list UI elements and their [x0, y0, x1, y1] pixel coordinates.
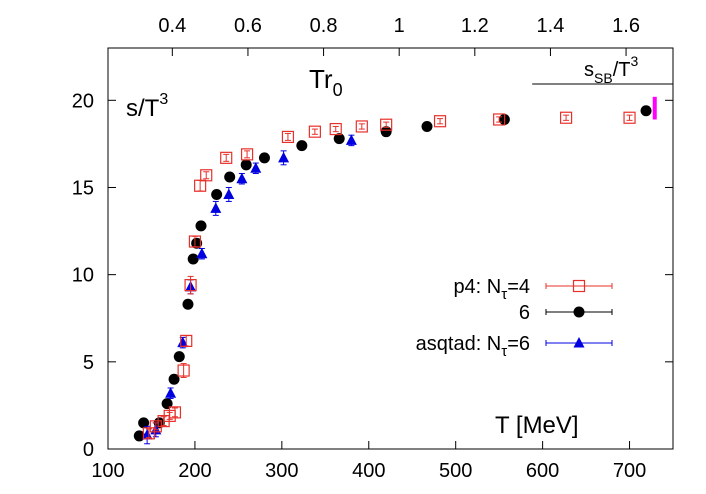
data-point	[138, 417, 150, 429]
x-axis: 100 200 300 400 500 600 700	[91, 441, 646, 482]
top-tick-label: 0.6	[234, 15, 262, 37]
legend-label: asqtad: Nτ=6	[416, 333, 530, 360]
top-tick-label: 1.6	[612, 15, 640, 37]
plot-frame	[107, 47, 674, 450]
sb-limit-label: sSB/T3	[584, 53, 638, 86]
top-axis: 0.4 0.6 0.8 1 1.2 1.4 1.6	[158, 15, 640, 56]
legend-marker	[573, 337, 585, 348]
data-point	[196, 247, 208, 259]
data-point	[177, 364, 190, 377]
data-point	[210, 202, 222, 213]
x-tick-label: 400	[352, 460, 385, 482]
x-tick-label: 300	[265, 460, 298, 482]
data-point	[142, 427, 155, 440]
data-point	[559, 111, 573, 124]
data-point	[191, 237, 203, 249]
y-tick-label: 10	[72, 265, 94, 287]
top-tick-label: 0.8	[310, 15, 338, 37]
data-point	[250, 162, 262, 173]
data-point	[161, 398, 173, 410]
top-tick-label: 1.4	[537, 15, 565, 37]
data-point	[180, 334, 193, 348]
data-point	[200, 169, 213, 182]
legend-marker	[573, 306, 585, 318]
data-point	[308, 125, 321, 138]
data-point	[165, 387, 177, 398]
data-point	[168, 373, 180, 385]
x-tick-label: 600	[526, 460, 559, 482]
data-point	[184, 279, 197, 292]
data-point	[177, 336, 189, 348]
data-point	[173, 351, 185, 363]
top-tick-label: 0.4	[158, 15, 186, 37]
data-point	[236, 172, 248, 184]
data-point	[224, 171, 236, 183]
data-point	[220, 151, 233, 164]
data-point	[187, 253, 199, 265]
x-tick-label: 500	[439, 460, 472, 482]
data-point	[329, 122, 342, 136]
data-point	[333, 133, 345, 145]
data-point	[345, 134, 357, 145]
data-point	[141, 429, 153, 440]
data-point	[168, 406, 182, 419]
legend-marker	[572, 279, 586, 293]
data-series	[133, 105, 652, 445]
data-point	[182, 298, 194, 310]
series-2	[141, 134, 357, 445]
data-point	[133, 430, 145, 442]
legend: p4: Nτ=46 asqtad: Nτ=6	[416, 276, 613, 360]
x-tick-label: 100	[91, 460, 124, 482]
data-point	[223, 188, 235, 199]
data-point	[296, 140, 308, 152]
data-point	[278, 151, 290, 163]
data-point	[433, 115, 447, 128]
x-tick-label: 700	[613, 460, 646, 482]
data-point	[240, 148, 254, 161]
top-axis-label: Tr0	[309, 64, 343, 100]
data-point	[240, 159, 252, 171]
top-tick-label: 1	[394, 15, 405, 37]
data-point	[640, 105, 652, 117]
top-tick-label: 1.2	[461, 15, 489, 37]
y-axis-label: s/T3	[126, 91, 168, 122]
data-point	[211, 188, 223, 200]
y-tick-label: 20	[72, 90, 94, 112]
y-axis: 0 5 10 15 20	[72, 90, 673, 461]
data-point	[421, 120, 433, 132]
series-1	[133, 105, 652, 442]
data-point	[493, 113, 506, 126]
y-tick-label: 0	[83, 439, 94, 461]
data-point	[380, 118, 393, 131]
data-point	[380, 126, 392, 138]
y-tick-label: 5	[83, 352, 94, 374]
data-point	[355, 120, 368, 133]
data-point	[623, 111, 636, 124]
data-point	[258, 152, 270, 164]
series-0	[142, 111, 636, 440]
legend-label: 6	[519, 302, 530, 324]
x-tick-label: 200	[178, 460, 211, 482]
data-point	[195, 220, 207, 232]
legend-label: p4: Nτ=4	[453, 276, 530, 303]
x-axis-label: T [MeV]	[495, 412, 579, 439]
data-point	[188, 235, 202, 248]
y-tick-label: 15	[72, 177, 94, 199]
data-point	[281, 130, 295, 144]
